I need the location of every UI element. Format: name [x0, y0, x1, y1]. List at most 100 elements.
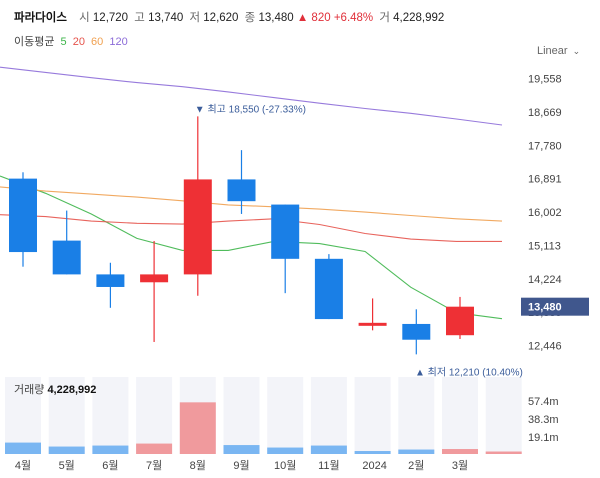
ma-120-line: [0, 66, 503, 126]
volume-tick-label: 57.4m: [528, 396, 559, 408]
volume-bar: [92, 445, 129, 454]
volume-bar-bg: [267, 377, 304, 454]
candle-body: [227, 179, 256, 202]
candle: [183, 116, 212, 296]
x-tick-label: 9월: [233, 459, 249, 472]
price-change-pct: +6.48%: [333, 12, 374, 24]
candle: [402, 309, 431, 355]
scale-mode-label: Linear: [537, 45, 568, 57]
candle: [227, 150, 256, 214]
candle-body: [446, 306, 474, 336]
price-tick-label: 17,780: [528, 140, 562, 152]
volume-bar: [5, 442, 41, 454]
volume-bar-bg: [398, 377, 435, 454]
candle-body: [9, 178, 37, 253]
x-tick-label: 8월: [190, 459, 206, 472]
volume-bar-bg: [485, 377, 522, 454]
price-tick-label: 19,558: [528, 74, 562, 86]
stock-name: 파라다이스: [14, 12, 67, 24]
stock-header: 파라다이스 시 12,720 고 13,740 저 12,620 종 13,48…: [14, 9, 444, 25]
x-tick-label: 7월: [146, 459, 162, 472]
volume-bar-bg: [223, 377, 260, 454]
open-value: 12,720: [92, 12, 129, 24]
volume-bar-bg: [136, 377, 173, 454]
price-change: ▲ 820: [296, 12, 331, 24]
scale-mode-dropdown[interactable]: Linear ⌄: [537, 45, 580, 57]
x-tick-label: 2024: [362, 460, 386, 472]
x-tick-label: 3월: [452, 459, 468, 472]
candle: [140, 240, 169, 342]
current-price-tag: [521, 297, 589, 316]
low-value: 12,620: [203, 12, 239, 24]
volume-bar: [223, 445, 260, 454]
x-tick-label: 5월: [59, 459, 75, 472]
low-annotation: ▲ 최저 12,210 (10.40%): [415, 366, 523, 378]
volume-legend: 거래량 4,228,992: [14, 381, 96, 397]
volume-bar-bg: [92, 377, 129, 454]
volume-tick-label: 38.3m: [528, 414, 559, 426]
ma-60-line: [0, 186, 503, 222]
x-tick-label: 11월: [318, 459, 340, 472]
chevron-down-icon: ⌄: [572, 46, 581, 56]
candle-body: [271, 204, 300, 259]
volume-bar-bg: [354, 377, 391, 454]
price-tick-label: 16,891: [528, 174, 562, 186]
current-price-label: 13,480: [528, 302, 562, 314]
price-tick-label: 14,224: [528, 274, 562, 286]
candle-body: [52, 240, 81, 275]
ma-20-label[interactable]: 20: [72, 36, 85, 48]
ma-120-label[interactable]: 120: [109, 36, 128, 48]
candle-body: [183, 179, 212, 275]
volume-tick-label: 19.1m: [528, 432, 559, 444]
candle: [9, 172, 37, 267]
high-label: 고: [134, 12, 145, 24]
high-value: 13,740: [148, 12, 184, 24]
volume-bar: [485, 451, 522, 454]
candle: [314, 254, 343, 320]
price-tick-label: 15,113: [528, 240, 561, 252]
volume-label: 거: [379, 12, 390, 24]
low-label: 저: [189, 12, 201, 24]
candle: [271, 204, 300, 294]
volume-bar: [48, 446, 85, 454]
ma-5-label[interactable]: 5: [60, 36, 67, 48]
candle: [358, 298, 387, 331]
volume-bar: [398, 449, 435, 454]
volume-bar: [310, 445, 347, 454]
ma-60-label[interactable]: 60: [91, 36, 104, 48]
volume-bar-bg: [48, 377, 85, 454]
ma-5-line: [0, 175, 503, 320]
price-tick-label: 12,446: [528, 341, 562, 353]
volume-bar-bg: [442, 377, 478, 454]
x-tick-label: 6월: [102, 459, 118, 472]
ma-20-line: [0, 214, 502, 242]
candle-body: [402, 323, 431, 340]
volume-bar: [179, 402, 216, 454]
x-tick-label: 10월: [274, 459, 296, 472]
volume-bar-bg: [310, 377, 347, 454]
volume-bar-bg: [5, 377, 41, 454]
close-label: 종: [244, 12, 256, 24]
volume-bar: [354, 451, 391, 454]
high-annotation: ▼ 최고 18,550 (-27.33%): [195, 103, 306, 115]
volume-value: 4,228,992: [393, 12, 445, 24]
price-tick-label: 18,669: [528, 107, 562, 119]
candle-body: [314, 258, 343, 320]
volume-legend-value: 4,228,992: [47, 384, 97, 396]
volume-legend-label: 거래량: [14, 384, 45, 396]
moving-average-legend[interactable]: 이동평균 5 20 60 120: [14, 33, 131, 49]
candle: [96, 262, 125, 308]
price-tick-label: 16,002: [528, 207, 562, 219]
volume-bar: [267, 447, 304, 454]
candle: [446, 296, 474, 339]
volume-bar: [442, 449, 478, 454]
x-tick-label: 4월: [15, 459, 31, 472]
candle-body: [358, 322, 387, 326]
candle-body: [140, 274, 169, 283]
candle: [52, 210, 81, 275]
x-tick-label: 2월: [408, 459, 424, 472]
volume-bar: [136, 443, 173, 454]
candle-body: [96, 274, 125, 287]
ma-label: 이동평균: [14, 36, 55, 48]
